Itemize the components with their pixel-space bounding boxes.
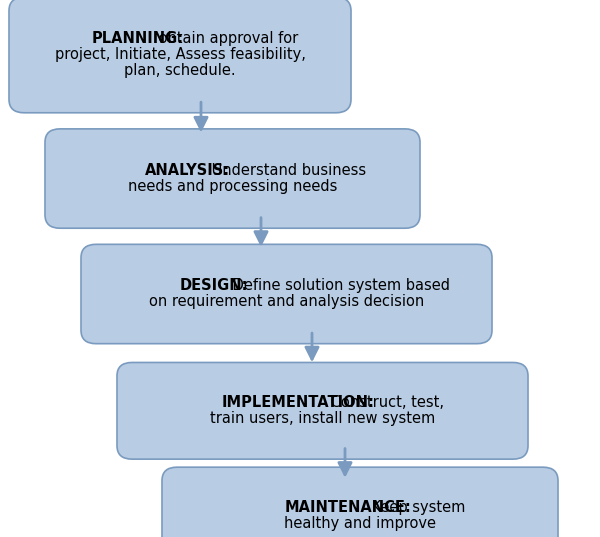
FancyBboxPatch shape xyxy=(162,467,558,537)
Text: Construct, test,: Construct, test, xyxy=(325,395,443,410)
Text: project, Initiate, Assess feasibility,: project, Initiate, Assess feasibility, xyxy=(55,47,305,62)
Text: ANALYSIS:: ANALYSIS: xyxy=(145,163,230,178)
Text: PLANNING:: PLANNING: xyxy=(92,31,184,46)
Text: DESIGN:: DESIGN: xyxy=(180,278,248,293)
Text: obtain approval for: obtain approval for xyxy=(154,31,298,46)
Text: IMPLEMENTATION:: IMPLEMENTATION: xyxy=(222,395,375,410)
Text: train users, install new system: train users, install new system xyxy=(209,411,435,426)
Text: Define solution system based: Define solution system based xyxy=(229,278,450,293)
FancyBboxPatch shape xyxy=(45,129,420,228)
Text: Understand business: Understand business xyxy=(207,163,366,178)
Text: healthy and improve: healthy and improve xyxy=(284,516,436,531)
FancyBboxPatch shape xyxy=(81,244,492,344)
FancyBboxPatch shape xyxy=(9,0,351,113)
Text: needs and processing needs: needs and processing needs xyxy=(128,179,337,194)
Text: on requirement and analysis decision: on requirement and analysis decision xyxy=(149,294,424,309)
FancyBboxPatch shape xyxy=(117,362,528,459)
Text: MAINTENANCE:: MAINTENANCE: xyxy=(284,500,411,515)
Text: plan, schedule.: plan, schedule. xyxy=(124,63,236,78)
Text: Keep system: Keep system xyxy=(367,500,466,515)
